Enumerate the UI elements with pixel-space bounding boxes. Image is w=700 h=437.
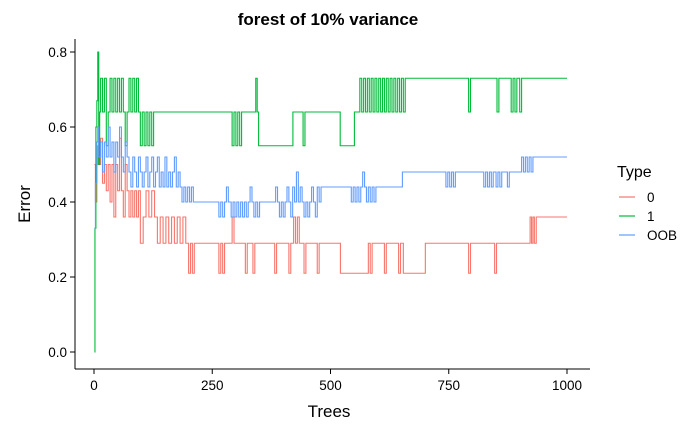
series-line-class-1: [94, 51, 567, 353]
y-tick-label: 0.4: [48, 195, 67, 210]
legend-items: 0 1 OOB: [619, 190, 677, 243]
chart-title: forest of 10% variance: [238, 10, 418, 29]
y-axis-title: Error: [15, 185, 34, 223]
x-tick-label: 0: [90, 378, 98, 393]
series-line-oob: [94, 126, 567, 229]
x-axis-title: Trees: [308, 402, 351, 421]
y-tick-label: 0.0: [48, 345, 67, 360]
y-tick-label: 0.2: [48, 270, 67, 285]
x-tick-label: 750: [437, 378, 460, 393]
y-ticks: 0.0 0.2 0.4 0.6 0.8: [48, 45, 75, 360]
legend-label-oob: OOB: [647, 228, 677, 243]
x-ticks: 0 250 500 750 1000: [90, 369, 582, 393]
x-tick-label: 1000: [552, 378, 582, 393]
x-tick-label: 250: [201, 378, 224, 393]
y-tick-label: 0.8: [48, 45, 67, 60]
series-layer: [94, 51, 567, 353]
series-line-class-0: [94, 137, 567, 274]
y-tick-label: 0.6: [48, 120, 67, 135]
legend-label-class-1: 1: [647, 209, 655, 224]
x-tick-label: 500: [319, 378, 342, 393]
legend: Type 0 1 OOB: [617, 164, 677, 243]
legend-label-class-0: 0: [647, 190, 655, 205]
legend-title: Type: [617, 164, 652, 181]
